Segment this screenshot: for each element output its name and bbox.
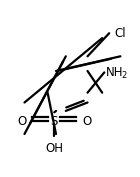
Text: S: S xyxy=(51,115,58,128)
Text: Cl: Cl xyxy=(114,27,126,40)
Text: 2: 2 xyxy=(122,71,127,80)
Text: NH: NH xyxy=(106,66,123,79)
Text: O: O xyxy=(82,115,92,128)
Text: OH: OH xyxy=(45,141,63,155)
Text: O: O xyxy=(17,115,26,128)
